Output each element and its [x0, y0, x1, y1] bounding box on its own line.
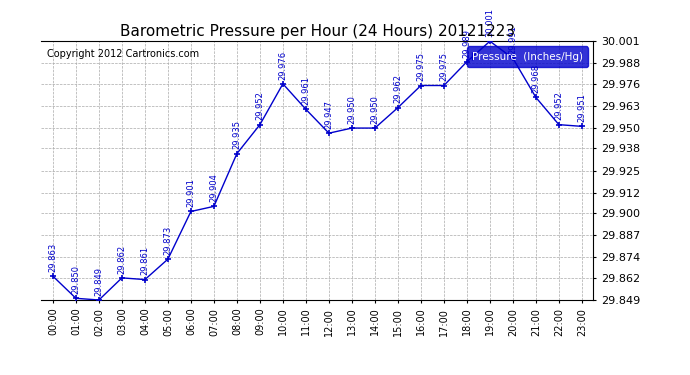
- Text: 29.873: 29.873: [164, 226, 172, 255]
- Text: Copyright 2012 Cartronics.com: Copyright 2012 Cartronics.com: [47, 49, 199, 59]
- Text: 29.950: 29.950: [347, 95, 357, 124]
- Text: 29.947: 29.947: [324, 100, 333, 129]
- Text: 29.952: 29.952: [255, 92, 264, 120]
- Text: 29.968: 29.968: [531, 64, 540, 93]
- Text: 29.989: 29.989: [462, 28, 471, 57]
- Text: 29.849: 29.849: [95, 267, 103, 296]
- Text: 29.861: 29.861: [140, 246, 150, 275]
- Text: 29.961: 29.961: [302, 76, 310, 105]
- Title: Barometric Pressure per Hour (24 Hours) 20121223: Barometric Pressure per Hour (24 Hours) …: [120, 24, 515, 39]
- Text: 29.951: 29.951: [578, 93, 586, 122]
- Legend: Pressure  (Inches/Hg): Pressure (Inches/Hg): [466, 46, 588, 67]
- Text: 29.952: 29.952: [554, 92, 564, 120]
- Text: 29.975: 29.975: [416, 53, 426, 81]
- Text: 29.975: 29.975: [440, 53, 449, 81]
- Text: 29.991: 29.991: [509, 25, 518, 54]
- Text: 30.001: 30.001: [485, 8, 495, 37]
- Text: 29.901: 29.901: [186, 178, 195, 207]
- Text: 29.863: 29.863: [48, 243, 57, 272]
- Text: 29.850: 29.850: [71, 265, 81, 294]
- Text: 29.962: 29.962: [393, 75, 402, 104]
- Text: 29.904: 29.904: [209, 173, 219, 202]
- Text: 29.976: 29.976: [278, 51, 288, 80]
- Text: 29.935: 29.935: [233, 120, 241, 149]
- Text: 29.862: 29.862: [117, 244, 126, 274]
- Text: 29.950: 29.950: [371, 95, 380, 124]
